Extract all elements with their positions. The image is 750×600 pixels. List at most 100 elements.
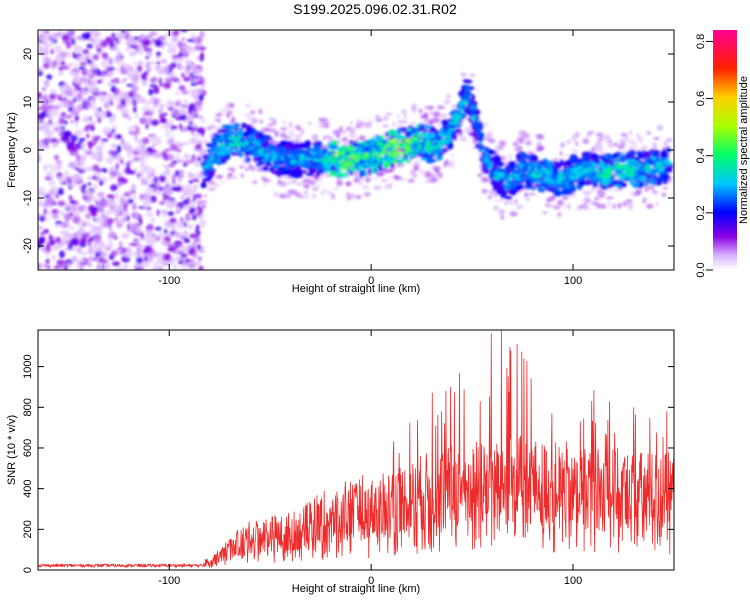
heatmap-cell [102, 127, 111, 134]
heatmap-cell [97, 116, 102, 124]
heatmap-cell [245, 148, 251, 152]
heatmap-cell [188, 201, 196, 209]
heatmap-cell [413, 149, 416, 154]
heatmap-cell [94, 199, 99, 204]
heatmap-cell [559, 142, 566, 148]
heatmap-cell [243, 164, 249, 170]
heatmap-cell [597, 169, 601, 172]
heatmap-cell [106, 81, 114, 87]
heatmap-cell [520, 151, 527, 158]
heatmap-cell [493, 176, 500, 180]
heatmap-cell [530, 167, 534, 172]
heatmap-cell [282, 161, 289, 165]
heatmap-cell [214, 118, 217, 121]
heatmap-cell [164, 168, 171, 177]
heatmap-cell [425, 141, 430, 146]
heatmap-cell [158, 201, 166, 205]
heatmap-cell [347, 173, 351, 177]
heatmap-cell [48, 119, 52, 124]
heatmap-cell [494, 157, 502, 162]
heatmap-cell [188, 180, 193, 184]
heatmap-cell [205, 164, 210, 169]
heatmap-cell [96, 71, 103, 76]
heatmap-cell [93, 171, 101, 176]
heatmap-cell [493, 192, 498, 198]
heatmap-cell [482, 121, 490, 127]
heatmap-cell [298, 154, 306, 160]
heatmap-cell [65, 170, 69, 177]
heatmap-cell [134, 133, 138, 141]
heatmap-cell [617, 145, 625, 150]
heatmap-cell [193, 184, 199, 188]
heatmap-cell [104, 52, 109, 60]
heatmap-cell [419, 133, 423, 139]
heatmap-cell [557, 213, 561, 218]
heatmap-cell [274, 164, 277, 167]
heatmap-cell [479, 141, 483, 147]
y-tick-label: -20 [22, 238, 34, 254]
heatmap-cell [97, 195, 103, 200]
heatmap-cell [163, 81, 171, 89]
heatmap-cell [460, 110, 463, 115]
heatmap-cell [160, 125, 169, 129]
heatmap-cell [142, 39, 152, 46]
heatmap-cell [59, 229, 65, 236]
heatmap-cell [129, 125, 134, 130]
heatmap-cell [250, 110, 256, 115]
heatmap-cell [200, 204, 207, 209]
heatmap-cell [180, 253, 188, 258]
heatmap-cell [384, 158, 391, 161]
heatmap-cell [566, 203, 571, 210]
heatmap-cell [349, 132, 357, 138]
heatmap-cell [376, 154, 382, 158]
heatmap-cell [98, 107, 102, 112]
heatmap-cell [112, 261, 121, 267]
heatmap-cell [655, 201, 660, 207]
heatmap-cell [158, 232, 164, 239]
heatmap-cell [373, 185, 382, 190]
heatmap-cell [165, 100, 175, 105]
heatmap-cell [356, 119, 362, 125]
heatmap-cell [359, 173, 364, 178]
heatmap-cell [417, 131, 420, 136]
heatmap-cell [607, 142, 615, 148]
heatmap-cell [387, 176, 396, 180]
heatmap-cell [123, 30, 133, 33]
heatmap-cell [392, 148, 395, 154]
heatmap-cell [175, 109, 178, 115]
heatmap-cell [553, 206, 561, 210]
heatmap-cell [86, 59, 93, 64]
heatmap-cell [74, 129, 84, 137]
heatmap-cell [139, 218, 143, 226]
heatmap-cell [417, 144, 421, 148]
heatmap-cell [290, 150, 296, 155]
heatmap-cell [86, 133, 90, 139]
heatmap-cell [142, 199, 147, 208]
heatmap-cell [621, 152, 626, 157]
heatmap-cell [497, 170, 500, 177]
heatmap-cell [327, 190, 334, 196]
heatmap-cell [392, 151, 399, 156]
heatmap-cell [227, 149, 234, 152]
heatmap-cell [121, 232, 130, 239]
heatmap-cell [410, 105, 418, 112]
heatmap-cell [575, 140, 579, 147]
heatmap-cell [248, 163, 252, 170]
heatmap-cell [115, 135, 122, 139]
heatmap-cell [174, 250, 180, 254]
heatmap-cell [106, 194, 116, 199]
heatmap-cell [210, 149, 216, 153]
heatmap-cell [519, 158, 526, 164]
heatmap-cell [213, 183, 220, 187]
heatmap-cell [626, 150, 634, 157]
heatmap-cell [487, 138, 496, 144]
heatmap-cell [74, 248, 79, 252]
heatmap-cell [295, 134, 303, 138]
heatmap-cell [205, 142, 213, 148]
heatmap-cell [453, 121, 458, 126]
heatmap-cell [500, 188, 506, 194]
heatmap-cell [334, 129, 339, 137]
heatmap-cell [129, 39, 139, 44]
heatmap-cell [42, 94, 48, 101]
heatmap-cell [336, 179, 343, 187]
